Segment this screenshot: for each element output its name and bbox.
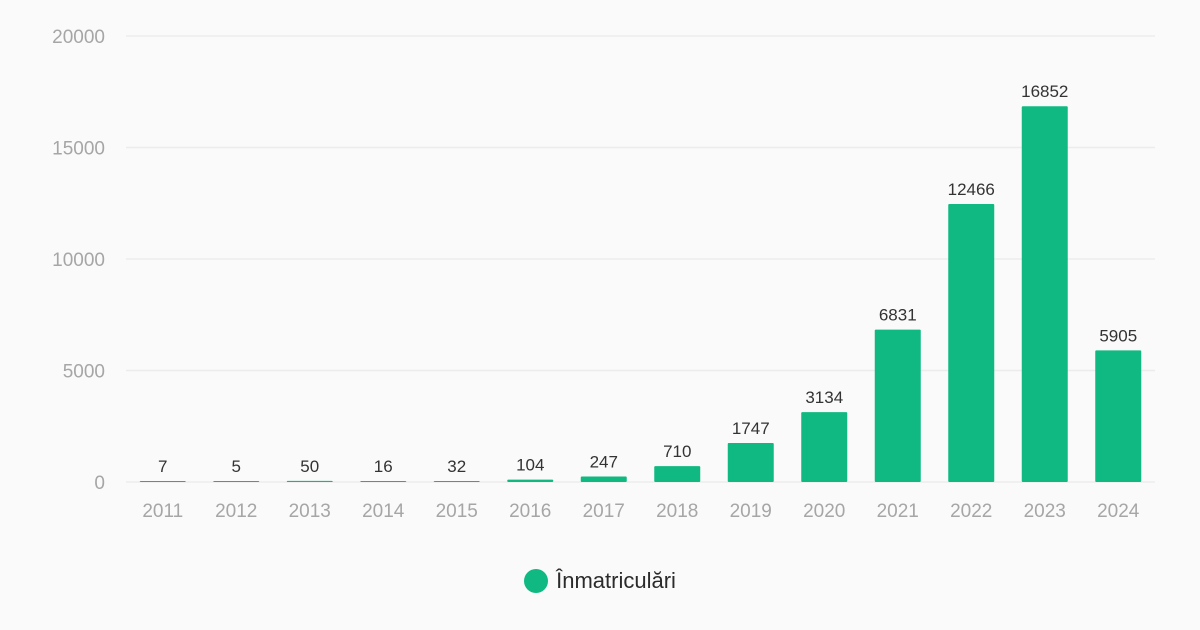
- x-tick-label: 2018: [656, 501, 698, 522]
- x-tick-label: 2024: [1097, 501, 1140, 522]
- bar[interactable]: [286, 480, 333, 482]
- x-tick-label: 2012: [215, 501, 257, 522]
- legend-swatch-icon: [524, 569, 549, 593]
- bar[interactable]: [654, 466, 701, 482]
- x-tick-label: 2020: [803, 501, 845, 522]
- bar[interactable]: [874, 329, 921, 482]
- x-tick-label: 2011: [142, 501, 183, 522]
- bar[interactable]: [139, 481, 186, 482]
- y-tick-label: 15000: [52, 139, 105, 160]
- x-tick-label: 2013: [289, 501, 331, 522]
- bar[interactable]: [801, 412, 848, 482]
- data-label: 12466: [948, 180, 995, 199]
- x-tick-label: 2022: [950, 501, 992, 522]
- data-label: 32: [447, 457, 466, 476]
- bar[interactable]: [948, 204, 995, 483]
- x-tick-label: 2017: [583, 501, 625, 522]
- data-label: 1747: [732, 419, 770, 438]
- legend: Înmatriculări: [0, 568, 1200, 594]
- y-tick-label: 10000: [52, 250, 105, 271]
- bar[interactable]: [580, 476, 627, 482]
- data-label: 3134: [805, 388, 843, 407]
- x-tick-label: 2021: [877, 501, 919, 522]
- x-tick-label: 2015: [436, 501, 478, 522]
- data-label: 16: [374, 457, 393, 476]
- data-label: 710: [663, 442, 691, 461]
- data-label: 16852: [1021, 82, 1068, 101]
- data-label: 50: [300, 457, 319, 476]
- y-tick-label: 0: [94, 473, 105, 494]
- x-tick-label: 2023: [1024, 501, 1066, 522]
- x-tick-label: 2019: [730, 501, 772, 522]
- bar[interactable]: [213, 481, 260, 482]
- y-tick-label: 5000: [63, 362, 105, 383]
- data-label: 7: [158, 457, 167, 476]
- bar[interactable]: [360, 481, 407, 482]
- data-label: 104: [516, 456, 544, 475]
- bar-chart: 0 5000 10000 15000 20000 7 2011 5 2012 50 2013 16 20…: [52, 27, 1155, 522]
- x-tick-label: 2014: [362, 501, 405, 522]
- bar[interactable]: [1095, 350, 1142, 482]
- y-tick-label: 20000: [52, 27, 105, 48]
- legend-label[interactable]: Înmatriculări: [556, 568, 676, 593]
- bar[interactable]: [1021, 106, 1068, 482]
- bar[interactable]: [507, 479, 554, 482]
- data-label: 6831: [879, 306, 917, 325]
- x-tick-label: 2016: [509, 501, 551, 522]
- data-label: 5905: [1099, 326, 1137, 345]
- bar[interactable]: [727, 443, 774, 482]
- data-label: 247: [590, 452, 618, 471]
- data-label: 5: [232, 457, 241, 476]
- bar[interactable]: [433, 481, 480, 482]
